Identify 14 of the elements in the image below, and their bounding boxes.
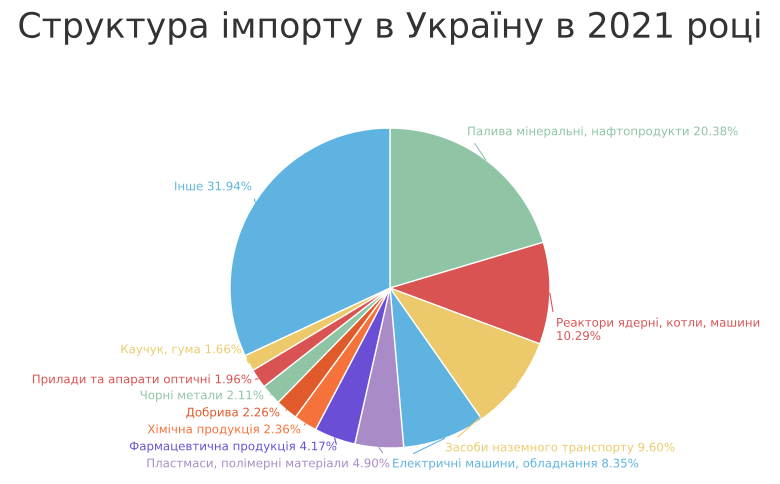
- slice-label: Електричні машини, обладнання 8.35%: [393, 458, 638, 470]
- slice-label: Каучук, гума 1.66%: [121, 344, 242, 356]
- slice-label: Хімічна продукція 2.36%: [148, 424, 300, 436]
- slice-label: Чорні метали 2.11%: [140, 390, 264, 402]
- slice-label: Реактори ядерні, котли, машини: [557, 318, 760, 330]
- slice-label: Інше 31.94%: [175, 181, 252, 190]
- chart-title: Структура імпорту в Україну в 2021 році: [19, 11, 760, 45]
- data-label: 10.29%: [557, 331, 600, 340]
- slice-label: Прилади та апарати оптичні 1.96%: [32, 374, 252, 386]
- slice-label: Палива мінеральні, нафтопродукти 20.38%: [468, 126, 738, 138]
- slice-label: Добрива 2.26%: [186, 407, 280, 419]
- slice-label: Фармацевтична продукція 4.17%: [130, 441, 336, 453]
- slice-label: Пластмаси, полімерні матеріали 4.90%: [147, 458, 390, 470]
- slice-label: Засоби наземного транспорту 9.60%: [446, 442, 674, 454]
